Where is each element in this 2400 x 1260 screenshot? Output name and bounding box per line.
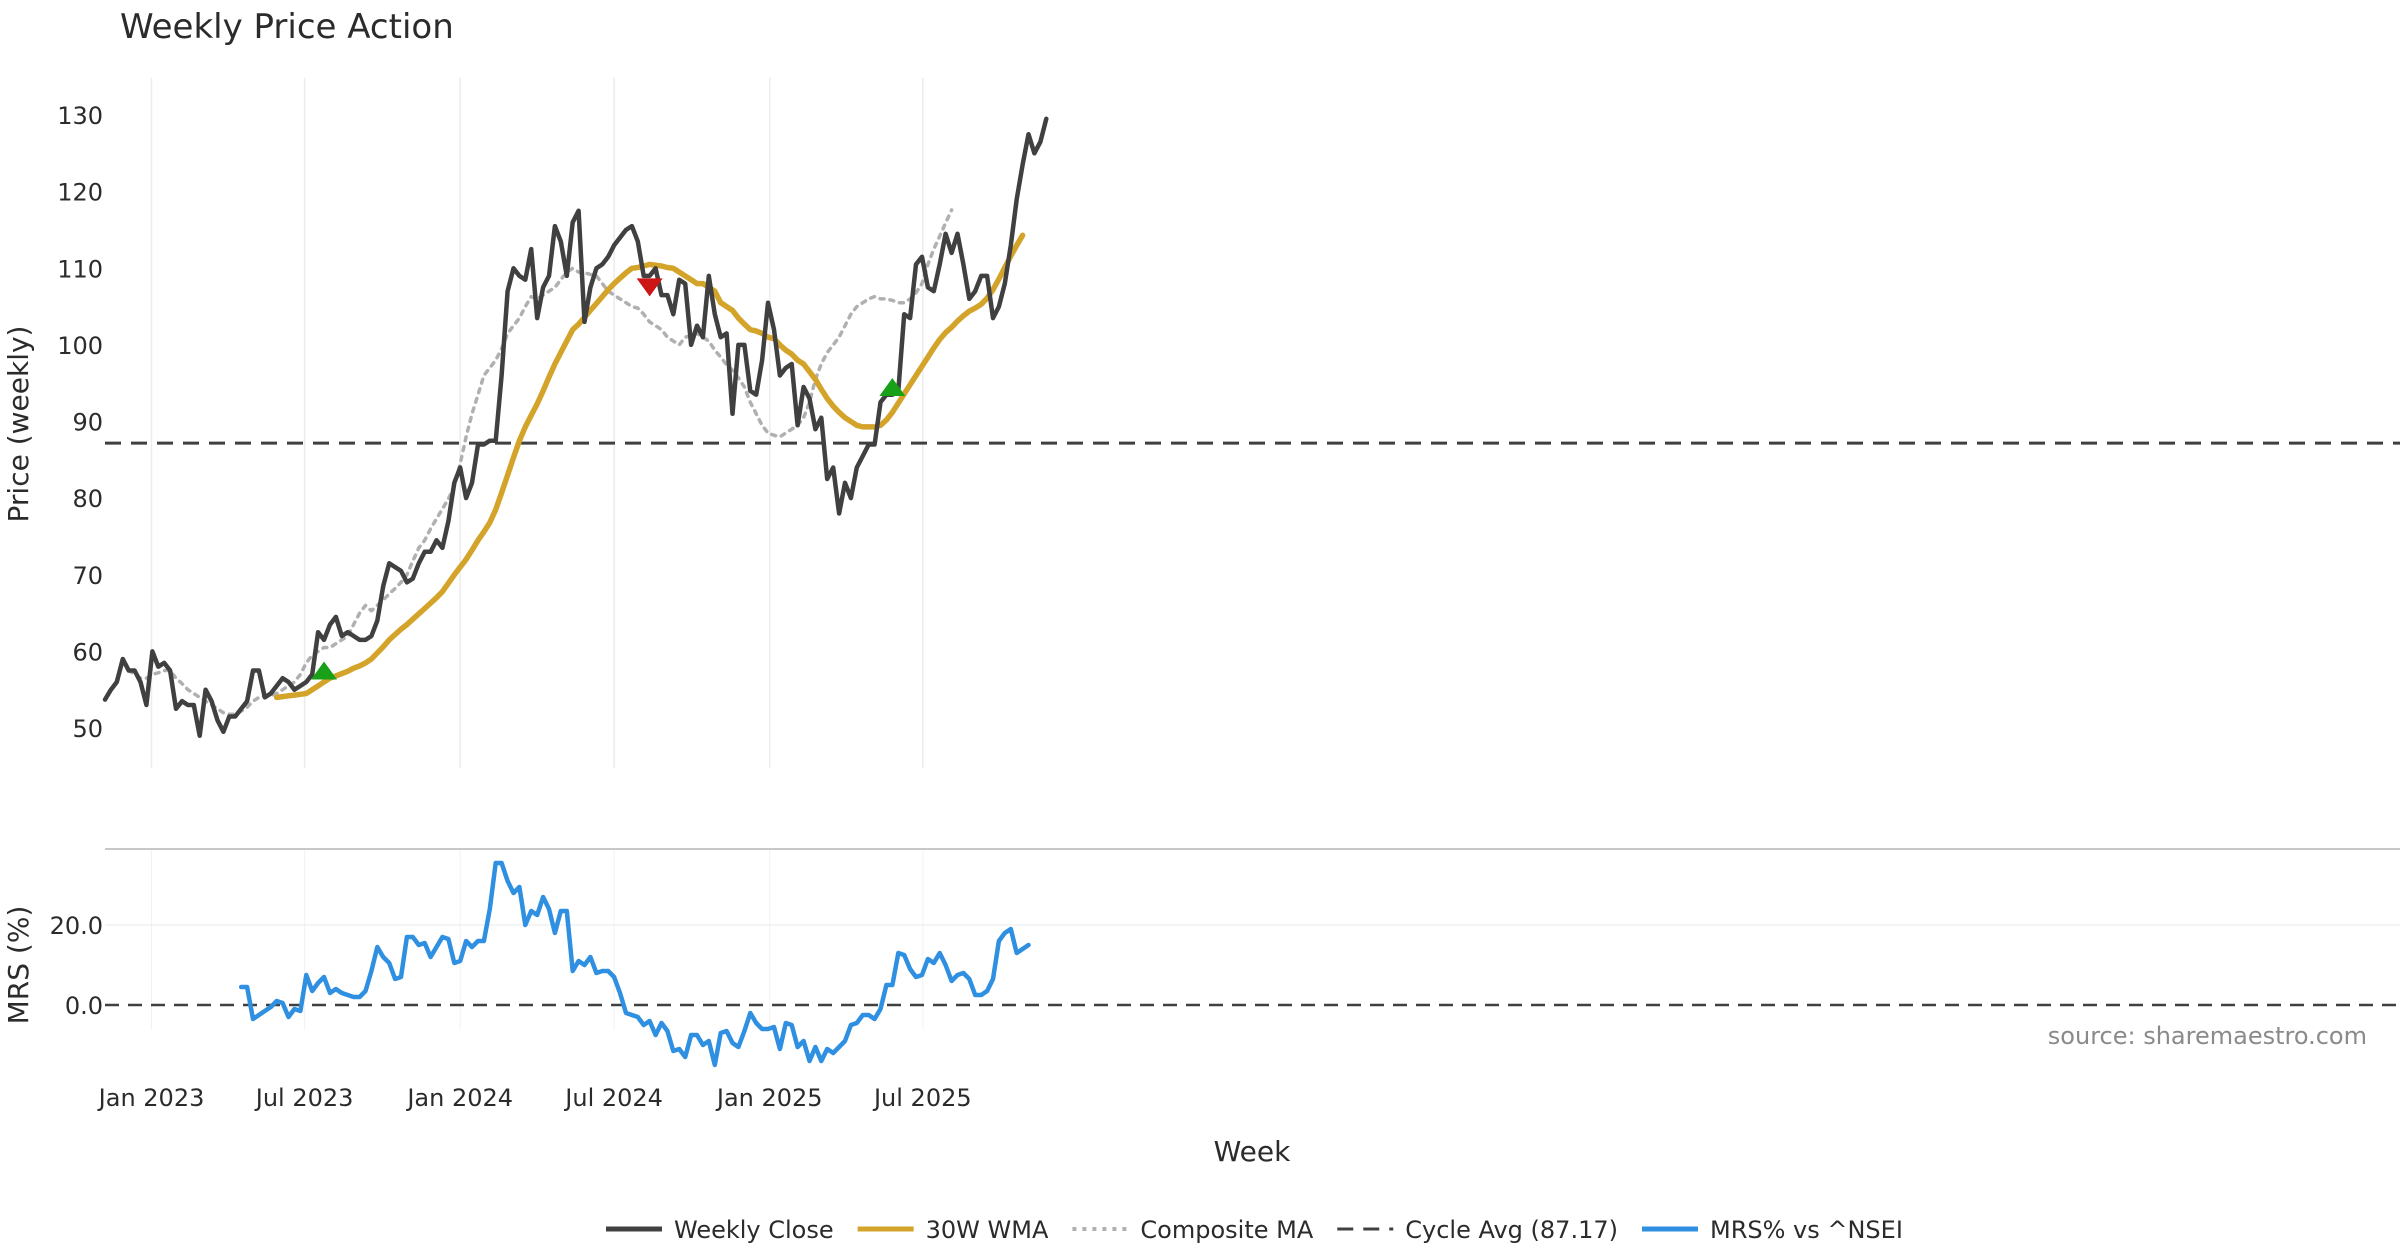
price-y-tick-label: 120	[57, 179, 103, 207]
mrs-plot-area	[105, 860, 2400, 1068]
price-y-tick-label: 100	[57, 332, 103, 360]
mrs-line	[238, 860, 1031, 1068]
price-grid	[150, 78, 924, 768]
legend-label: Weekly Close	[674, 1216, 834, 1244]
legend-label: 30W WMA	[926, 1216, 1049, 1244]
x-tick-label: Jan 2023	[97, 1084, 205, 1112]
mrs-y-tick-label: 20.0	[50, 912, 103, 940]
buy-signal-marker	[311, 661, 338, 680]
x-tick-label: Jul 2024	[563, 1084, 663, 1112]
mrs-y-tick-label: 0.0	[65, 992, 103, 1020]
x-axis: Jan 2023 Jul 2023 Jan 2024 Jul 2024 Jan 2025…	[97, 1084, 972, 1112]
weekly-close-line	[102, 116, 1049, 738]
sell-signal-marker	[636, 278, 663, 297]
price-y-tick-label: 60	[72, 638, 103, 666]
x-tick-label: Jan 2024	[405, 1084, 513, 1112]
composite-ma-line	[126, 208, 954, 716]
x-axis-title: Week	[1214, 1135, 1291, 1168]
price-y-tick-label: 130	[57, 102, 103, 130]
x-tick-label: Jul 2025	[872, 1084, 972, 1112]
mrs-y-axis-title: MRS (%)	[2, 906, 35, 1025]
legend-item: Weekly Close	[606, 1216, 834, 1244]
legend-item: 30W WMA	[857, 1216, 1049, 1244]
price-y-axis-title: Price (weekly)	[2, 326, 35, 523]
price-y-tick-label: 50	[72, 715, 103, 743]
price-y-tick-label: 70	[72, 562, 103, 590]
price-y-tick-label: 110	[57, 255, 103, 283]
chart-title: Weekly Price Action	[120, 7, 454, 47]
legend-label: Composite MA	[1140, 1216, 1313, 1244]
x-tick-label: Jul 2023	[254, 1084, 354, 1112]
x-tick-label: Jan 2025	[715, 1084, 823, 1112]
price-y-tick-label: 90	[72, 409, 103, 437]
legend: Weekly Close 30W WMA Composite MA Cycle Avg…	[606, 1216, 1903, 1244]
price-y-axis: 50 60 70 80 90 100 110 120 130	[57, 102, 103, 743]
wma-30w-line	[273, 232, 1026, 701]
signal-markers	[311, 278, 906, 680]
legend-label: Cycle Avg (87.17)	[1405, 1216, 1618, 1244]
legend-item: Cycle Avg (87.17)	[1337, 1216, 1618, 1244]
mrs-y-axis: 0.0 20.0	[50, 912, 103, 1020]
legend-item: MRS% vs ^NSEI	[1641, 1216, 1903, 1244]
price-plot-area	[102, 116, 2400, 738]
price-y-tick-label: 80	[72, 485, 103, 513]
source-note: source: sharemaestro.com	[2048, 1022, 2367, 1050]
legend-label: MRS% vs ^NSEI	[1710, 1216, 1903, 1244]
buy-signal-marker	[879, 378, 906, 397]
legend-item: Composite MA	[1072, 1216, 1314, 1244]
